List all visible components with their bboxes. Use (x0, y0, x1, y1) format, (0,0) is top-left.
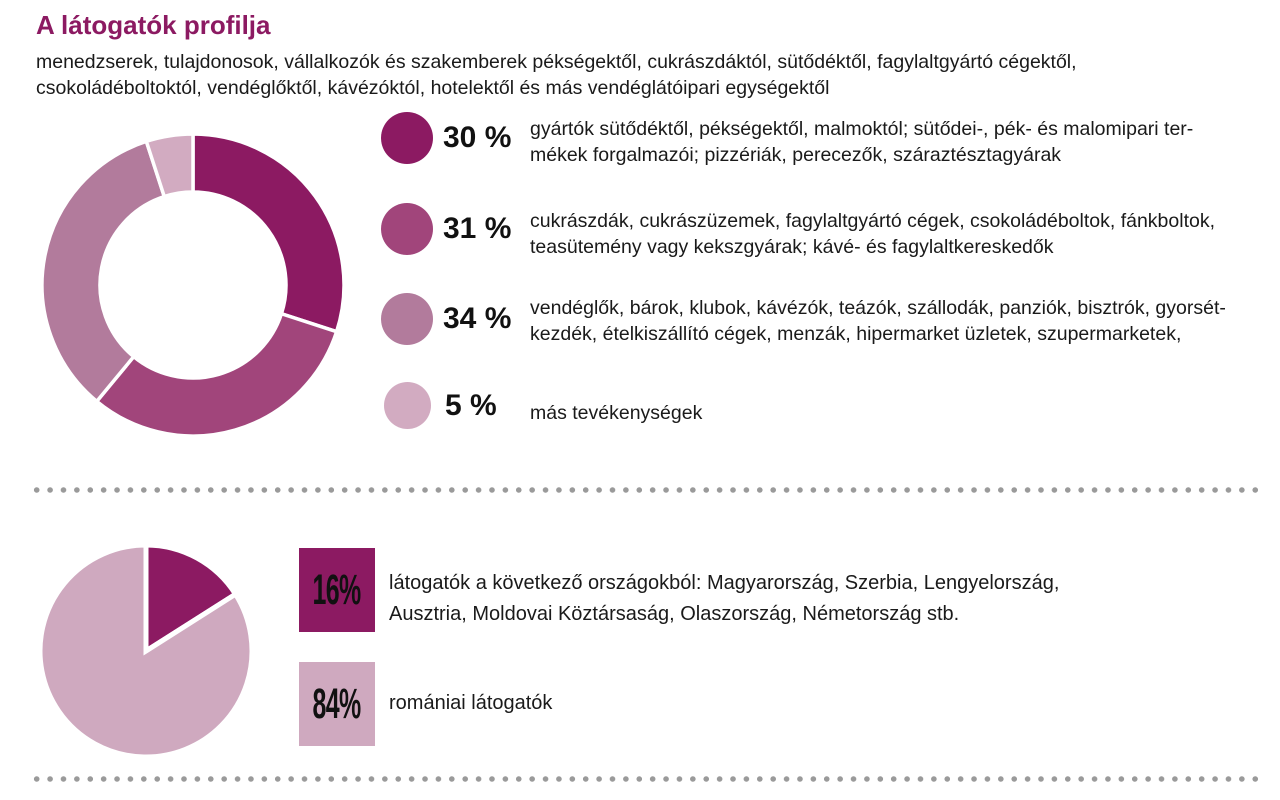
country-swatch-84: 84% (299, 662, 375, 746)
subtitle-line-1: menedzserek, tulajdonosok, vállalkozók é… (36, 51, 1077, 73)
pie-segment-84 (37, 542, 255, 760)
donut-segment-34 (40, 139, 167, 404)
country-swatch-16: 16% (299, 548, 375, 632)
legend-description-34-line-1: vendéglők, bárok, klubok, kávézók, teázó… (530, 297, 1226, 319)
donut-segment-31 (94, 311, 339, 438)
legend-swatch-31 (381, 203, 433, 255)
legend-description-31-line-1: cukrászdák, cukrászüzemek, fagylaltgyárt… (530, 210, 1216, 232)
country-percent-16: 16% (312, 565, 362, 614)
donut-segment-5 (144, 132, 195, 199)
page-subtitle: menedzserek, tulajdonosok, vállalkozók é… (36, 49, 1077, 101)
legend-description-34-line-2: kezdék, ételkiszállító cégek, menzák, hi… (530, 323, 1182, 345)
country-description-16-line-2: Ausztria, Moldovai Köztársaság, Olaszors… (389, 603, 960, 625)
legend-description-5-line-1: más tevékenységek (530, 402, 703, 424)
legend-description-34: vendéglők, bárok, klubok, kávézók, teázó… (530, 295, 1280, 347)
legend-percent-34: 34 % (443, 302, 512, 335)
visitor-country-pie-chart (37, 542, 255, 760)
legend-swatch-34 (381, 293, 433, 345)
country-description-16-line-1: látogatók a következő országokból: Magya… (389, 572, 1060, 594)
legend-swatch-30 (381, 112, 433, 164)
legend-description-30: gyártók sütődéktől, pékségektől, malmokt… (530, 116, 1280, 168)
country-percent-84: 84% (312, 679, 362, 728)
legend-description-30-line-1: gyártók sütődéktől, pékségektől, malmokt… (530, 118, 1194, 140)
donut-segment-30 (191, 132, 346, 334)
legend-description-30-line-2: mékek forgalmazói; pizzériák, perecezők,… (530, 144, 1062, 166)
legend-description-5: más tevékenységek (530, 400, 1280, 426)
pie-segment-16 (143, 542, 239, 656)
country-description-16: látogatók a következő országokból: Magya… (389, 568, 1189, 630)
legend-percent-31: 31 % (443, 212, 512, 245)
page-title: A látogatók profilja (36, 10, 271, 40)
legend-percent-5: 5 % (445, 389, 497, 422)
dotted-divider-bottom (30, 776, 1264, 782)
dotted-divider-top (30, 487, 1264, 493)
legend-percent-30: 30 % (443, 121, 512, 154)
legend-description-31-line-2: teasütemény vagy kekszgyárak; kávé- és f… (530, 236, 1054, 258)
visitor-profile-donut-chart (40, 132, 346, 438)
country-description-84-line-1: romániai látogatók (389, 692, 553, 714)
country-description-84: romániai látogatók (389, 688, 1189, 719)
legend-swatch-5 (384, 382, 431, 429)
subtitle-line-2: csokoládéboltoktól, vendéglőktől, kávézó… (36, 77, 830, 99)
legend-description-31: cukrászdák, cukrászüzemek, fagylaltgyárt… (530, 208, 1280, 260)
